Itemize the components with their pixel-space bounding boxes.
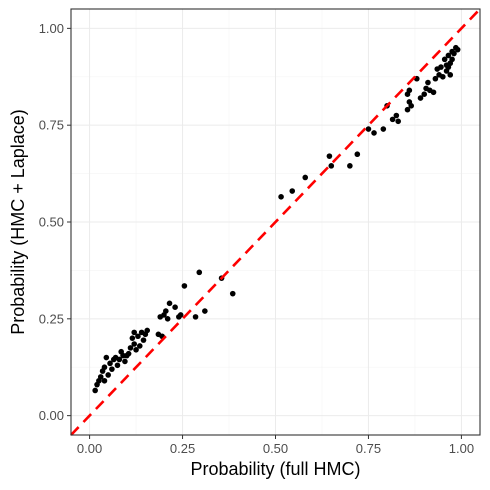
data-point (172, 304, 178, 311)
data-point (202, 308, 208, 314)
data-point (107, 360, 113, 367)
data-point (347, 163, 353, 169)
data-point (136, 343, 143, 349)
x-tick-label: 0.50 (263, 441, 288, 456)
data-point (371, 130, 377, 136)
x-tick-label: 0.00 (77, 441, 102, 456)
data-point (404, 106, 411, 113)
data-point (425, 79, 431, 86)
x-tick-label: 0.25 (170, 441, 195, 456)
data-point (365, 126, 372, 132)
data-point (421, 91, 428, 97)
data-point (127, 345, 134, 351)
data-point (116, 356, 123, 363)
data-point (440, 73, 446, 80)
data-point (131, 341, 138, 347)
y-axis-ticks: 0.00 0.25 0.50 0.75 1.00 (39, 21, 71, 423)
data-point (125, 350, 132, 357)
x-axis-ticks: 0.00 0.25 0.50 0.75 1.00 (77, 435, 474, 456)
data-point (133, 347, 139, 353)
data-point (354, 151, 361, 158)
x-tick-label: 0.75 (356, 441, 381, 456)
data-point (177, 312, 184, 318)
data-point (196, 269, 203, 276)
data-point (451, 50, 457, 57)
data-point (166, 300, 173, 307)
data-point (449, 56, 455, 63)
data-point (163, 308, 169, 314)
data-point (122, 358, 128, 365)
data-point (181, 283, 188, 289)
data-point (114, 362, 121, 369)
data-point (129, 335, 136, 341)
data-point (101, 377, 108, 384)
data-point (432, 75, 439, 82)
data-point (192, 314, 199, 320)
data-point (101, 364, 108, 371)
y-tick-label: 0.25 (39, 311, 64, 326)
y-tick-label: 1.00 (39, 21, 64, 36)
data-point (328, 163, 335, 169)
data-points (92, 44, 461, 394)
data-point (445, 52, 452, 59)
y-tick-label: 0.75 (39, 118, 64, 133)
data-point (131, 329, 138, 336)
y-tick-label: 0.50 (39, 215, 64, 230)
data-point (289, 188, 296, 194)
data-point (380, 126, 387, 132)
reference-line (70, 8, 481, 436)
data-point (389, 116, 396, 123)
data-point (140, 337, 147, 343)
y-tick-label: 0.00 (39, 408, 64, 423)
data-point (302, 174, 309, 181)
data-point (408, 103, 415, 109)
data-point (430, 89, 437, 96)
data-point (395, 118, 402, 125)
x-tick-label: 1.00 (449, 441, 474, 456)
data-point (164, 316, 171, 322)
data-point (229, 290, 236, 297)
data-point (105, 372, 111, 378)
data-point (109, 366, 115, 372)
data-point (393, 112, 400, 119)
data-point (97, 374, 104, 380)
data-point (406, 87, 413, 94)
data-point (92, 387, 98, 394)
x-axis-title: Probability (full HMC) (190, 459, 360, 479)
data-point (144, 327, 151, 334)
data-point (278, 194, 284, 200)
data-point (438, 64, 444, 70)
data-point (103, 354, 110, 361)
data-point (441, 56, 448, 63)
data-point (417, 95, 424, 101)
identity-line (70, 8, 481, 436)
data-point (454, 46, 461, 53)
y-axis-title: Probability (HMC + Laplace) (8, 109, 28, 335)
data-point (326, 153, 333, 159)
data-point (447, 72, 454, 78)
data-point (135, 333, 141, 340)
